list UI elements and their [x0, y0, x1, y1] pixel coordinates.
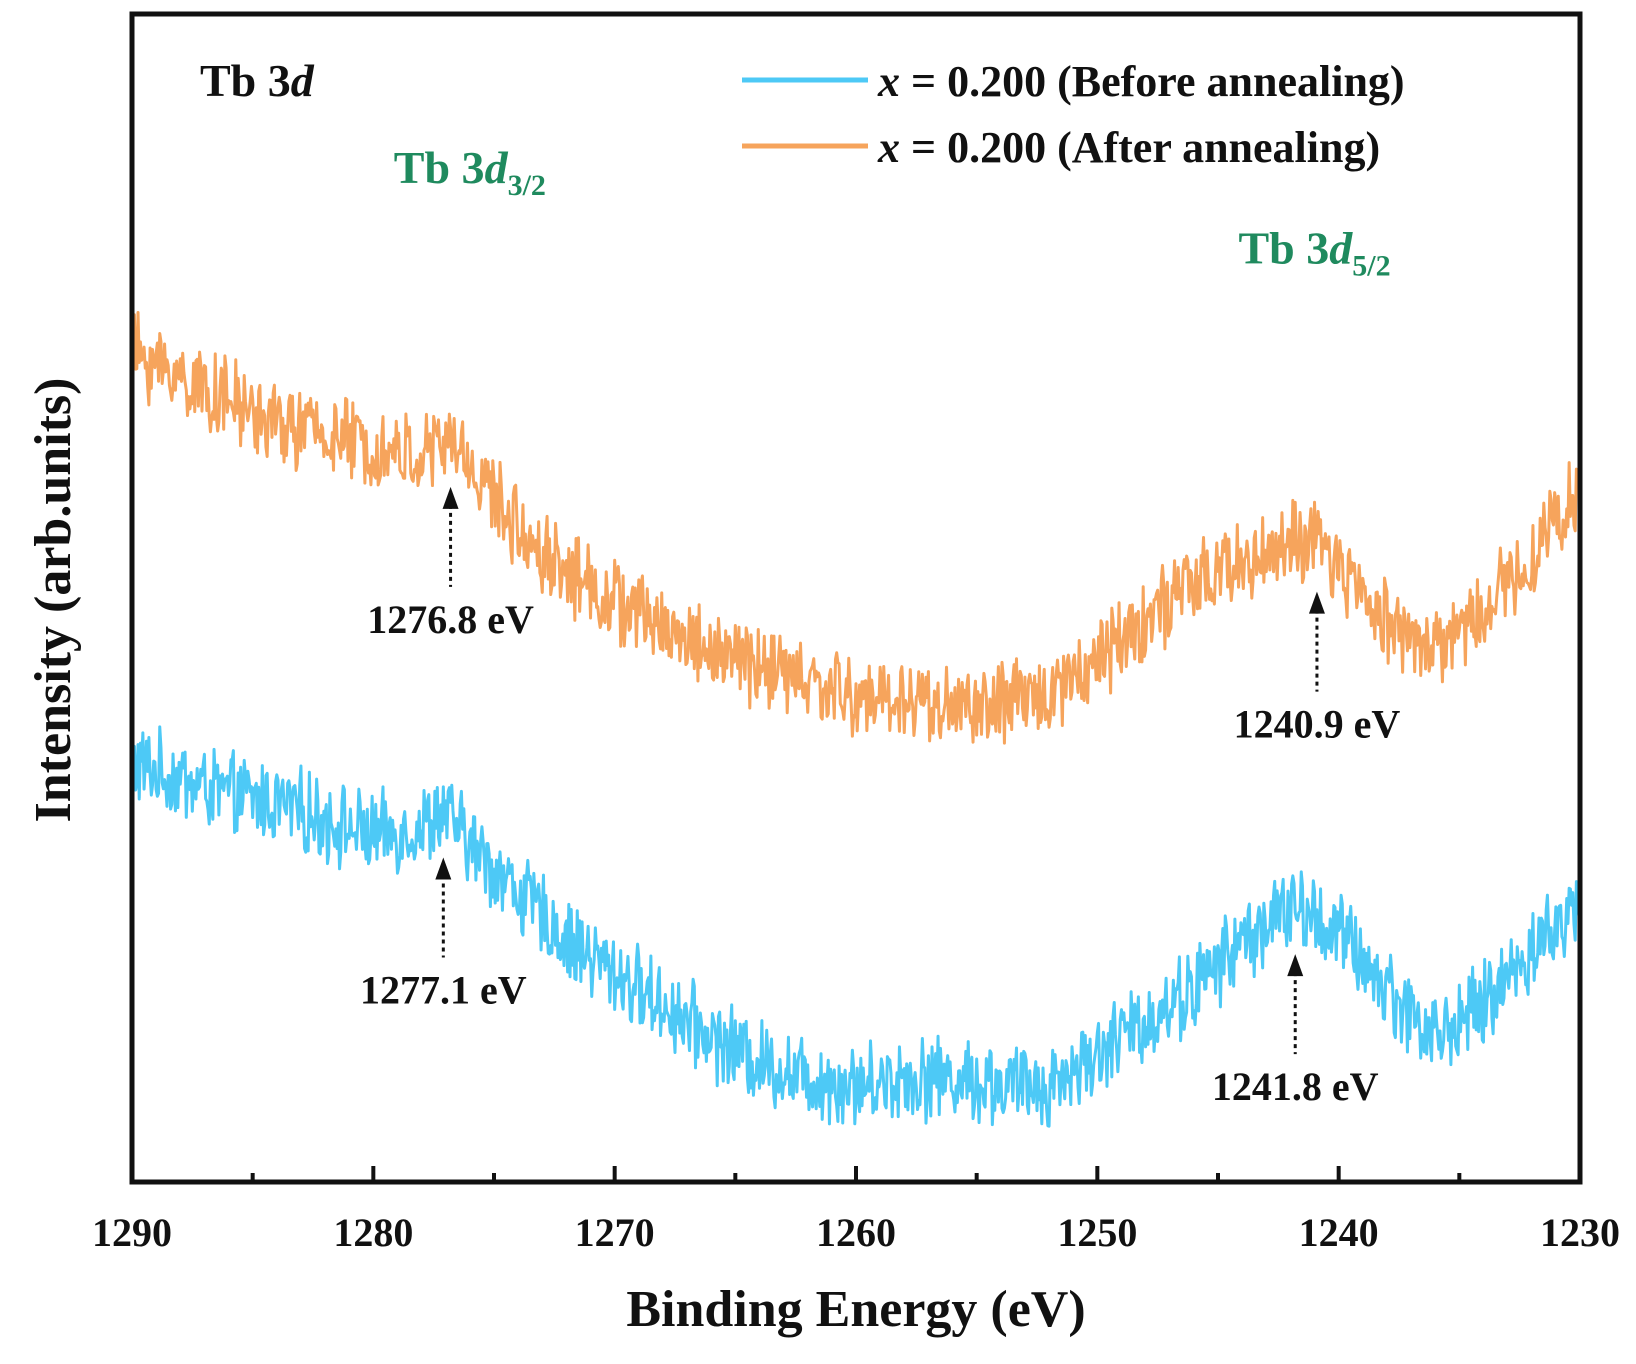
x-tick-label: 1260: [816, 1210, 896, 1255]
x-axis-label: Binding Energy (eV): [626, 1281, 1085, 1338]
legend: x = 0.200 (Before annealing) x = 0.200 (…: [742, 57, 1405, 172]
annotation-arrow-head: [1287, 954, 1304, 977]
legend-entry-after: x = 0.200 (After annealing): [877, 123, 1380, 172]
peak-annotation: 1277.1 eV: [360, 857, 527, 1012]
annotation-label: 1277.1 eV: [360, 967, 527, 1012]
annotation-arrow-head: [435, 857, 452, 880]
legend-entry-before: x = 0.200 (Before annealing): [877, 57, 1405, 106]
peak-annotation: 1241.8 eV: [1212, 954, 1379, 1109]
x-tick-label: 1270: [575, 1210, 655, 1255]
series-line-0: [132, 725, 1580, 1128]
panel-label: Tb 3d: [200, 55, 315, 106]
peak-annotation: 1240.9 eV: [1234, 591, 1401, 747]
x-tick-label: 1280: [333, 1210, 413, 1255]
annotation-label: 1240.9 eV: [1234, 702, 1401, 747]
x-tick-label: 1240: [1299, 1210, 1379, 1255]
y-axis-label: Intensity (arb.units): [25, 378, 82, 823]
x-tick-label: 1230: [1540, 1210, 1620, 1255]
peak-label-3-2: Tb 3d3/2: [394, 142, 546, 202]
annotation-arrow-head: [442, 486, 459, 509]
annotation-arrow-head: [1308, 591, 1325, 614]
x-tick-label: 1290: [92, 1210, 172, 1255]
annotation-label: 1241.8 eV: [1212, 1064, 1379, 1109]
series-line-1: [132, 310, 1580, 745]
x-tick-label: 1250: [1057, 1210, 1137, 1255]
peak-annotation: 1276.8 eV: [367, 486, 534, 642]
annotation-label: 1276.8 eV: [367, 597, 534, 642]
peak-label-5-2: Tb 3d5/2: [1238, 223, 1390, 283]
